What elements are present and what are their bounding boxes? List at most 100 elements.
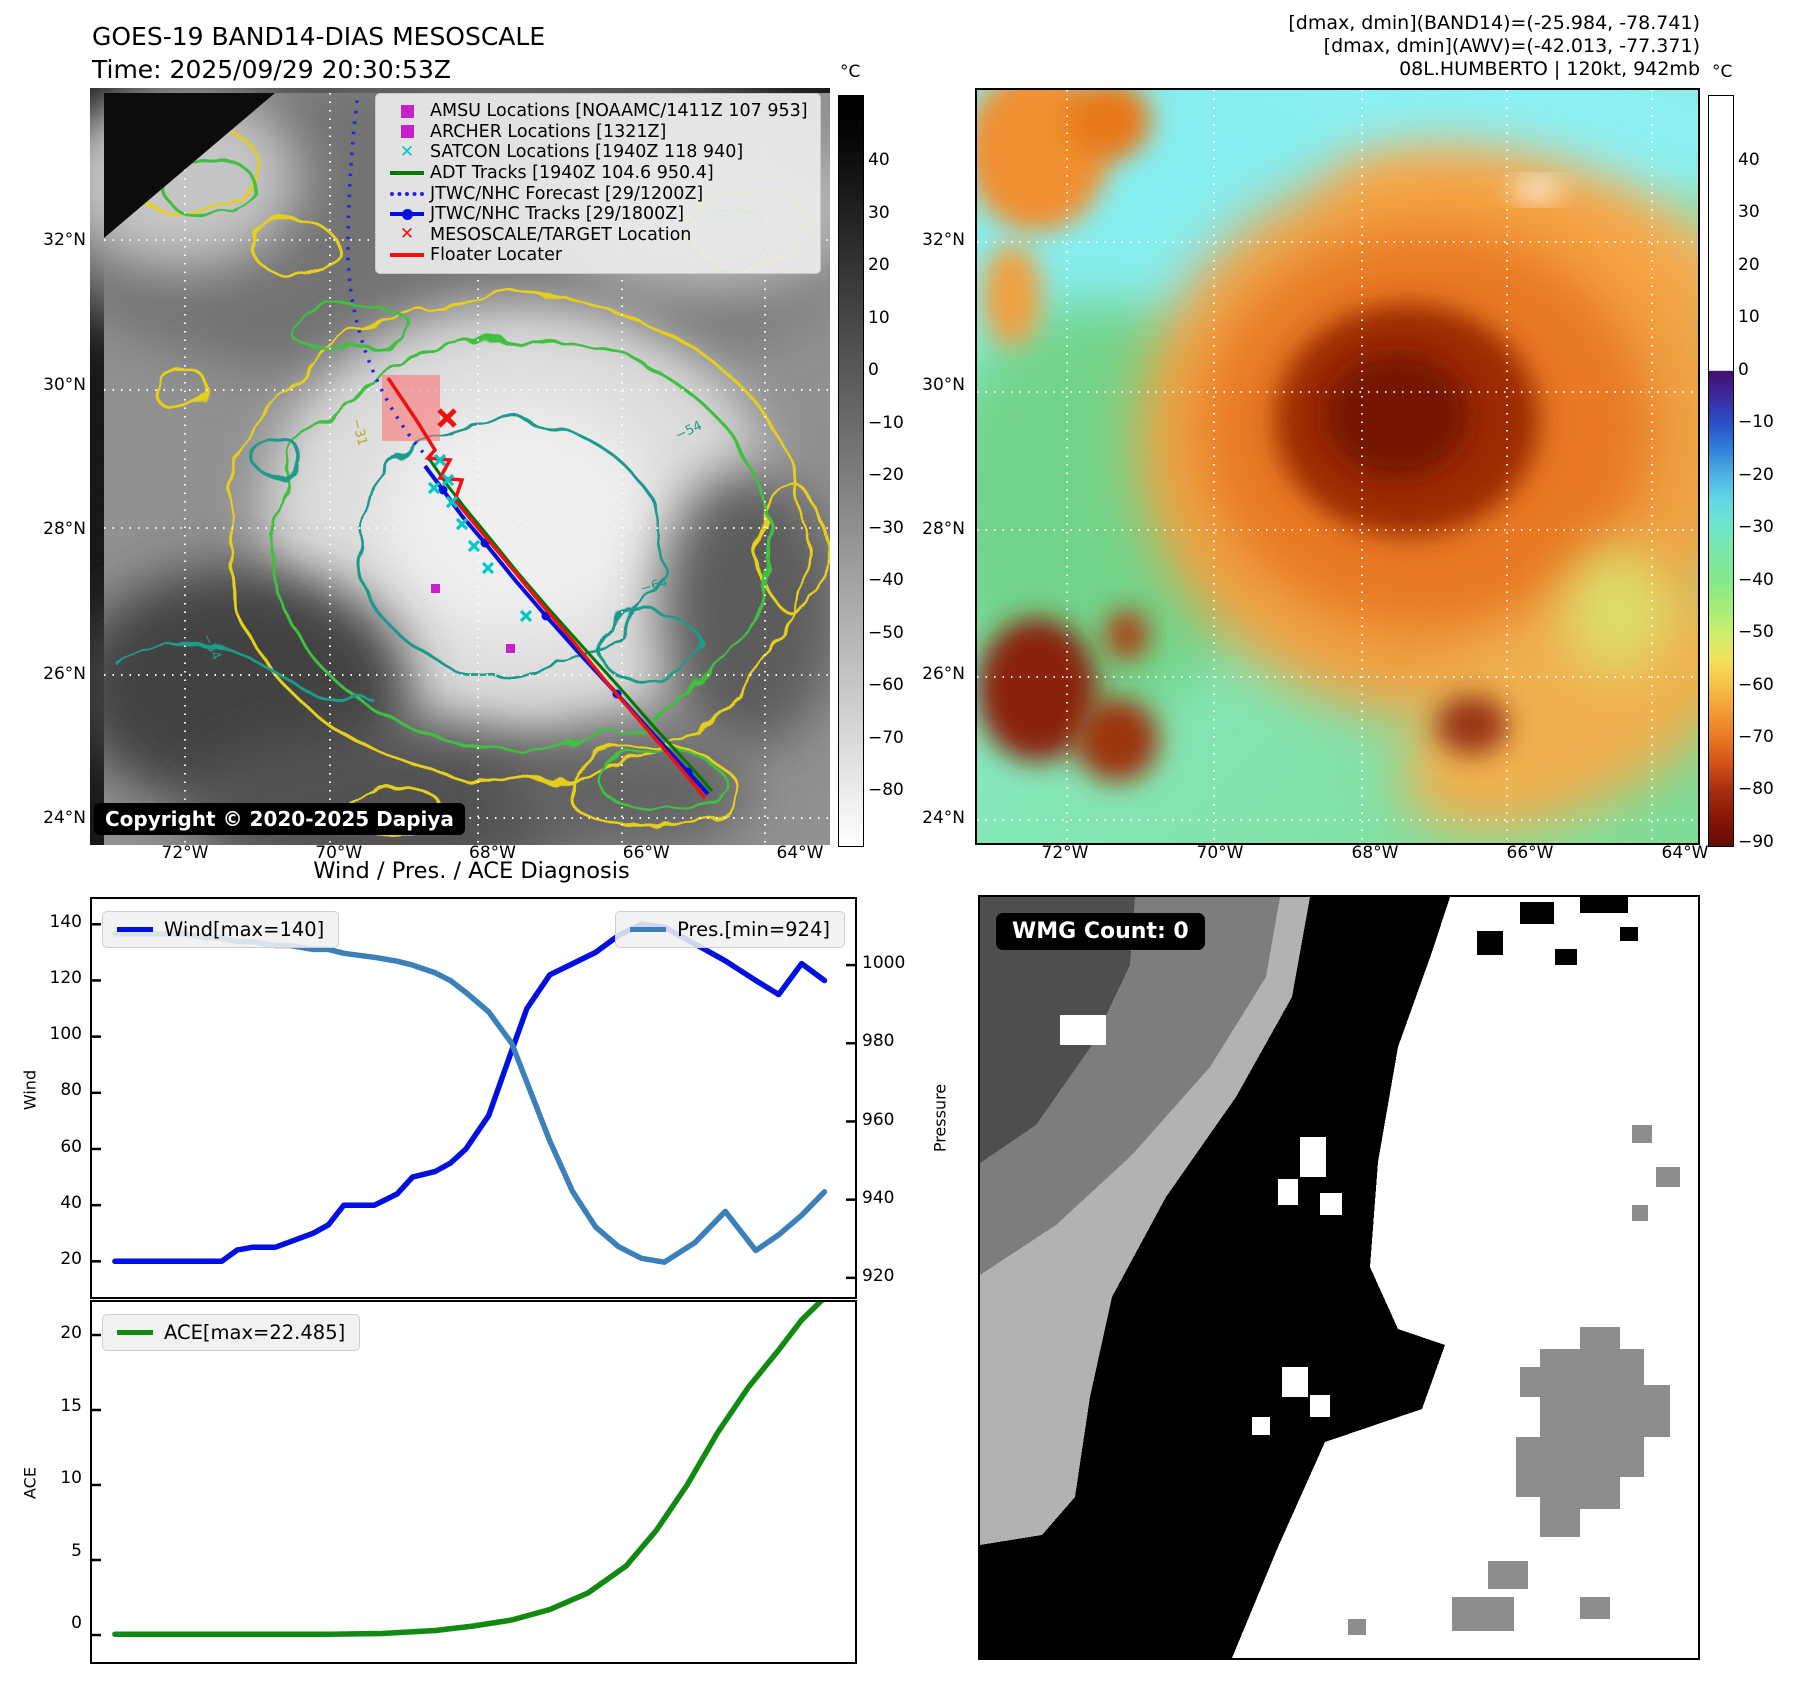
awv-cloud-field xyxy=(977,90,1698,833)
colorbar-tick-label: −70 xyxy=(868,727,904,748)
jtwc-forecast-line xyxy=(346,93,432,462)
storm-intensity: 08L.HUMBERTO | 120kt, 942mb xyxy=(1399,58,1700,80)
colorbar-tick-label: 40 xyxy=(868,150,890,170)
wind-tick-label: 80 xyxy=(60,1080,82,1101)
wind-tick-label: 40 xyxy=(60,1192,82,1213)
wmg-mask-image xyxy=(980,897,1698,1658)
dotted-line-marker-icon xyxy=(384,191,430,196)
dmax-dmin-awv: [dmax, dmin](AWV)=(-42.013, -77.371) xyxy=(1323,35,1700,57)
adt-track-line xyxy=(428,459,714,792)
colorbar-tick-label: 10 xyxy=(868,307,890,328)
wind-tick-label: 60 xyxy=(60,1136,82,1157)
ace-legend-swatch xyxy=(117,1329,153,1336)
ace-tick-label: 0 xyxy=(71,1613,82,1633)
wind-legend-swatch xyxy=(117,926,153,933)
scan-edge xyxy=(104,93,275,238)
lat-tick-label: 24°N xyxy=(43,808,86,828)
colorbar-tick-label: −60 xyxy=(1738,674,1774,695)
band14-lon-axis: 72°W 70°W 68°W 66°W 64°W xyxy=(150,843,835,863)
wmg-gray-blobs xyxy=(1348,1125,1680,1635)
wind-series-line xyxy=(112,921,828,1265)
pressure-tick-label: 1000 xyxy=(862,953,906,973)
latlon-grid xyxy=(977,90,1698,843)
page-title: GOES-19 BAND14-DIAS MESOSCALE xyxy=(92,22,546,51)
lon-tick-label: 68°W xyxy=(469,843,516,863)
wmg-white-specks xyxy=(1060,1015,1342,1435)
colorbar-tick-label: 30 xyxy=(868,202,890,223)
lat-tick-label: 30°N xyxy=(43,374,86,395)
colorbar-tick-label: −30 xyxy=(868,517,904,538)
colorbar-tick-label: −20 xyxy=(1738,464,1774,485)
wmg-midgray-band xyxy=(980,897,1280,1275)
colorbar-tick-label: −10 xyxy=(1738,412,1774,433)
wmg-panel: WMG Count: 0 xyxy=(978,895,1700,1660)
wmg-black-region xyxy=(1042,897,1450,1658)
awv-colorbar-ticks: 40 30 20 10 0 −10 −20 −30 −40 −50 −60 −70 −80 −90 xyxy=(1738,150,1786,852)
band14-colorbar xyxy=(838,95,864,847)
lon-tick-label: 72°W xyxy=(1041,843,1089,863)
square-marker-icon xyxy=(384,104,430,118)
pressure-y-axis: 1000 980 960 940 920 xyxy=(862,953,922,1286)
lat-tick-label: 28°N xyxy=(43,519,86,539)
legend-item-amsu: AMSU Locations [NOAAMC/1411Z 107 953] xyxy=(384,101,808,122)
legend-item-jtwc-tracks: JTWC/NHC Tracks [29/1800Z] xyxy=(384,204,808,225)
wind-axis-title: Wind xyxy=(20,1069,40,1111)
awv-map-panel xyxy=(975,88,1700,845)
legend-item-adt: ADT Tracks [1940Z 104.6 950.4] xyxy=(384,163,808,184)
wmg-darkgray-region xyxy=(980,897,1135,1163)
colorbar-tick-label: 0 xyxy=(1738,359,1749,380)
legend-label: MESOSCALE/TARGET Location xyxy=(430,224,692,245)
colorbar-tick-label: 20 xyxy=(1738,254,1760,275)
legend-label: JTWC/NHC Forecast [29/1200Z] xyxy=(430,183,704,204)
amsu-archer-markers xyxy=(431,584,515,653)
colorbar-tick-label: −20 xyxy=(868,465,904,485)
ace-chart: ACE[max=22.485] xyxy=(90,1300,857,1664)
colorbar-tick-label: 30 xyxy=(1738,202,1760,223)
lat-tick-label: 32°N xyxy=(922,230,965,250)
timestamp: Time: 2025/09/29 20:30:53Z xyxy=(92,55,451,84)
wmg-lightgray-band xyxy=(980,897,1310,1545)
lat-tick-label: 26°N xyxy=(922,663,965,684)
lat-tick-label: 28°N xyxy=(922,519,965,539)
line-dot-marker-icon xyxy=(384,208,430,220)
colorbar-tick-label: −10 xyxy=(868,412,904,433)
band14-colorbar-ticks: 40 30 20 10 0 −10 −20 −30 −40 −50 −60 −70 −80 xyxy=(868,150,910,800)
colorbar-tick-label: 20 xyxy=(868,255,890,275)
band14-lat-axis: 32°N 30°N 28°N 26°N 24°N xyxy=(0,230,86,828)
colorbar-tick-label: −80 xyxy=(1738,779,1774,800)
lon-tick-label: 66°W xyxy=(1506,843,1554,863)
wind-y-axis: 140 120 100 80 60 40 20 xyxy=(0,912,82,1269)
legend-label: ADT Tracks [1940Z 104.6 950.4] xyxy=(430,163,714,184)
awv-lat-axis: 32°N 30°N 28°N 26°N 24°N xyxy=(905,230,965,828)
legend-label: SATCON Locations [1940Z 118 940] xyxy=(430,142,744,163)
legend-label: AMSU Locations [NOAAMC/1411Z 107 953] xyxy=(430,101,808,122)
legend-item-satcon: ✕ SATCON Locations [1940Z 118 940] xyxy=(384,142,808,163)
colorbar-tick-label: 0 xyxy=(868,360,879,380)
wmg-count-badge: WMG Count: 0 xyxy=(996,913,1205,950)
colorbar-tick-label: −90 xyxy=(1738,831,1774,852)
lon-tick-label: 70°W xyxy=(1196,843,1244,863)
legend-item-archer: ARCHER Locations [1321Z] xyxy=(384,122,808,143)
lat-tick-label: 26°N xyxy=(43,663,86,684)
contour-label: −31 xyxy=(348,417,370,447)
pressure-tick-label: 960 xyxy=(862,1109,895,1130)
lat-tick-label: 30°N xyxy=(922,374,965,395)
colorbar-tick-label: −40 xyxy=(868,570,904,590)
contour-label: −64 xyxy=(639,575,669,597)
x-marker-icon: ✕ xyxy=(399,141,415,162)
lat-tick-label: 32°N xyxy=(43,230,86,250)
lon-tick-label: 70°W xyxy=(315,843,363,863)
wind-tick-label: 140 xyxy=(49,912,82,932)
ace-y-axis: 20 15 10 5 0 xyxy=(0,1323,82,1633)
colorbar-tick-label: 40 xyxy=(1738,150,1760,170)
colorbar-tick-label: −50 xyxy=(868,622,904,643)
ace-series-line xyxy=(112,1302,825,1637)
wind-legend-label: Wind[max=140] xyxy=(164,918,325,941)
dmax-dmin-band14: [dmax, dmin](BAND14)=(-25.984, -78.741) xyxy=(1288,12,1700,34)
wind-tick-label: 120 xyxy=(49,968,82,989)
wind-pressure-chart: Wind[max=140] Pres.[min=924] xyxy=(90,897,857,1299)
ace-axis-title: ACE xyxy=(20,1467,40,1499)
awv-lon-axis: 72°W 70°W 68°W 66°W 64°W xyxy=(1030,843,1720,863)
mesoscale-target-x xyxy=(437,408,457,428)
wind-tick-label: 100 xyxy=(49,1024,82,1045)
